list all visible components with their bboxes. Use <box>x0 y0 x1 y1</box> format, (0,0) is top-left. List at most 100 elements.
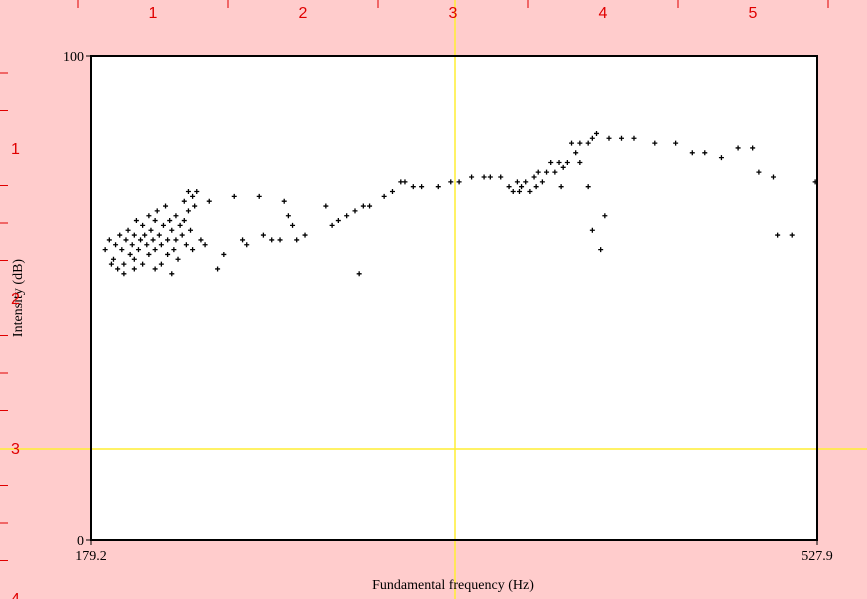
point <box>506 184 512 190</box>
point <box>144 242 150 248</box>
point <box>564 159 570 165</box>
point <box>498 174 504 180</box>
ruler-label: 1 <box>149 5 158 22</box>
point <box>106 237 112 243</box>
point <box>108 261 114 267</box>
point <box>138 237 144 243</box>
point <box>389 189 395 195</box>
x-tick-label: 527.9 <box>801 549 833 564</box>
point <box>335 218 341 224</box>
point <box>163 203 169 209</box>
point <box>113 242 119 248</box>
plot-area <box>91 56 817 540</box>
ruler-label: 1 <box>11 141 20 158</box>
point <box>173 237 179 243</box>
x-tick-label: 179.2 <box>75 549 107 564</box>
point <box>240 237 246 243</box>
point <box>789 232 795 238</box>
point <box>152 218 158 224</box>
point <box>750 145 756 151</box>
point <box>323 203 329 209</box>
point <box>181 218 187 224</box>
point <box>558 184 564 190</box>
point <box>519 184 525 190</box>
point <box>188 227 194 233</box>
point <box>175 256 181 262</box>
point <box>221 251 227 257</box>
point <box>302 232 308 238</box>
point <box>192 203 198 209</box>
point <box>127 251 133 257</box>
point <box>448 179 454 185</box>
point <box>294 237 300 243</box>
point <box>514 179 520 185</box>
point <box>131 232 137 238</box>
point <box>152 266 158 272</box>
point <box>585 184 591 190</box>
point <box>523 179 529 185</box>
point <box>169 271 175 277</box>
point <box>131 266 137 272</box>
point <box>231 193 237 199</box>
point <box>344 213 350 219</box>
point <box>329 222 335 228</box>
ruler-label: 3 <box>11 441 20 458</box>
point <box>589 227 595 233</box>
point <box>281 198 287 204</box>
x-axis-label: Fundamental frequency (Hz) <box>372 578 534 593</box>
point <box>410 184 416 190</box>
point <box>142 232 148 238</box>
point <box>190 193 196 199</box>
point <box>594 130 600 136</box>
point <box>402 179 408 185</box>
point <box>177 222 183 228</box>
point <box>117 232 123 238</box>
point <box>256 193 262 199</box>
point <box>165 237 171 243</box>
point <box>419 184 425 190</box>
point <box>285 213 291 219</box>
point <box>185 208 191 214</box>
point <box>206 198 212 204</box>
point <box>618 135 624 141</box>
point <box>156 232 162 238</box>
point <box>531 174 537 180</box>
ruler-label: 3 <box>449 5 458 22</box>
point <box>131 256 137 262</box>
point <box>770 174 776 180</box>
point <box>269 237 275 243</box>
point <box>560 164 566 170</box>
point <box>277 237 283 243</box>
point <box>260 232 266 238</box>
point <box>381 193 387 199</box>
point <box>602 213 608 219</box>
point <box>573 150 579 156</box>
point <box>539 179 545 185</box>
point <box>146 251 152 257</box>
point <box>718 155 724 161</box>
point <box>775 232 781 238</box>
point <box>179 232 185 238</box>
point <box>577 159 583 165</box>
point <box>735 145 741 151</box>
point <box>215 266 221 272</box>
point <box>194 189 200 195</box>
point <box>481 174 487 180</box>
point <box>631 135 637 141</box>
point <box>129 242 135 248</box>
point <box>158 261 164 267</box>
point <box>585 140 591 146</box>
point <box>125 227 131 233</box>
point <box>516 189 522 195</box>
point <box>158 242 164 248</box>
point <box>160 222 166 228</box>
y-tick-label: 0 <box>77 534 84 549</box>
point <box>469 174 475 180</box>
point <box>165 251 171 257</box>
point <box>290 222 296 228</box>
point <box>535 169 541 175</box>
point <box>183 242 189 248</box>
point <box>367 203 373 209</box>
point <box>115 266 121 272</box>
point <box>121 261 127 267</box>
